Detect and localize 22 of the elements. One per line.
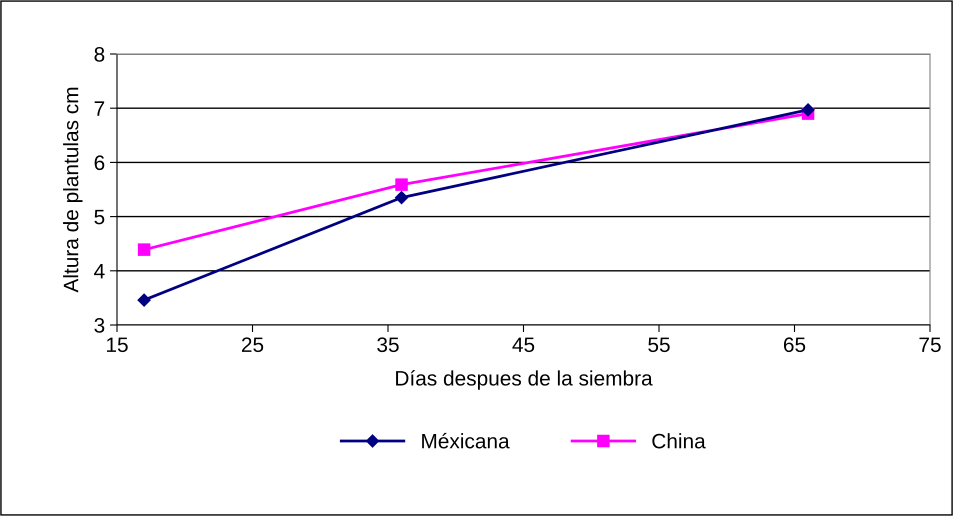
x-tick-label: 45	[512, 338, 534, 352]
y-tick-label: 6	[94, 155, 104, 170]
x-tick-label: 65	[784, 337, 806, 352]
point	[138, 293, 151, 307]
point	[395, 178, 408, 191]
x-tick-label: 25	[242, 337, 264, 352]
point	[801, 103, 815, 116]
y-axis-title: Altura de plantulas cm	[63, 88, 82, 293]
x-tick-label: 35	[377, 337, 399, 352]
x-tick-label: 75	[919, 338, 941, 352]
legend-label: Méxicana	[422, 432, 510, 448]
point	[138, 243, 150, 256]
y-tick-label: 4	[94, 264, 105, 278]
x-tick-label: 15	[107, 338, 128, 352]
y-tick-label: 8	[94, 47, 104, 62]
point	[394, 191, 408, 204]
y-tick-label: 7	[94, 101, 104, 116]
x-axis-title: Días despues de la siembra	[396, 370, 653, 390]
x-tick-label: 55	[648, 338, 670, 352]
legend-label: China	[652, 433, 706, 448]
y-tick-label: 5	[94, 210, 104, 224]
y-tick-label: 3	[94, 318, 104, 333]
